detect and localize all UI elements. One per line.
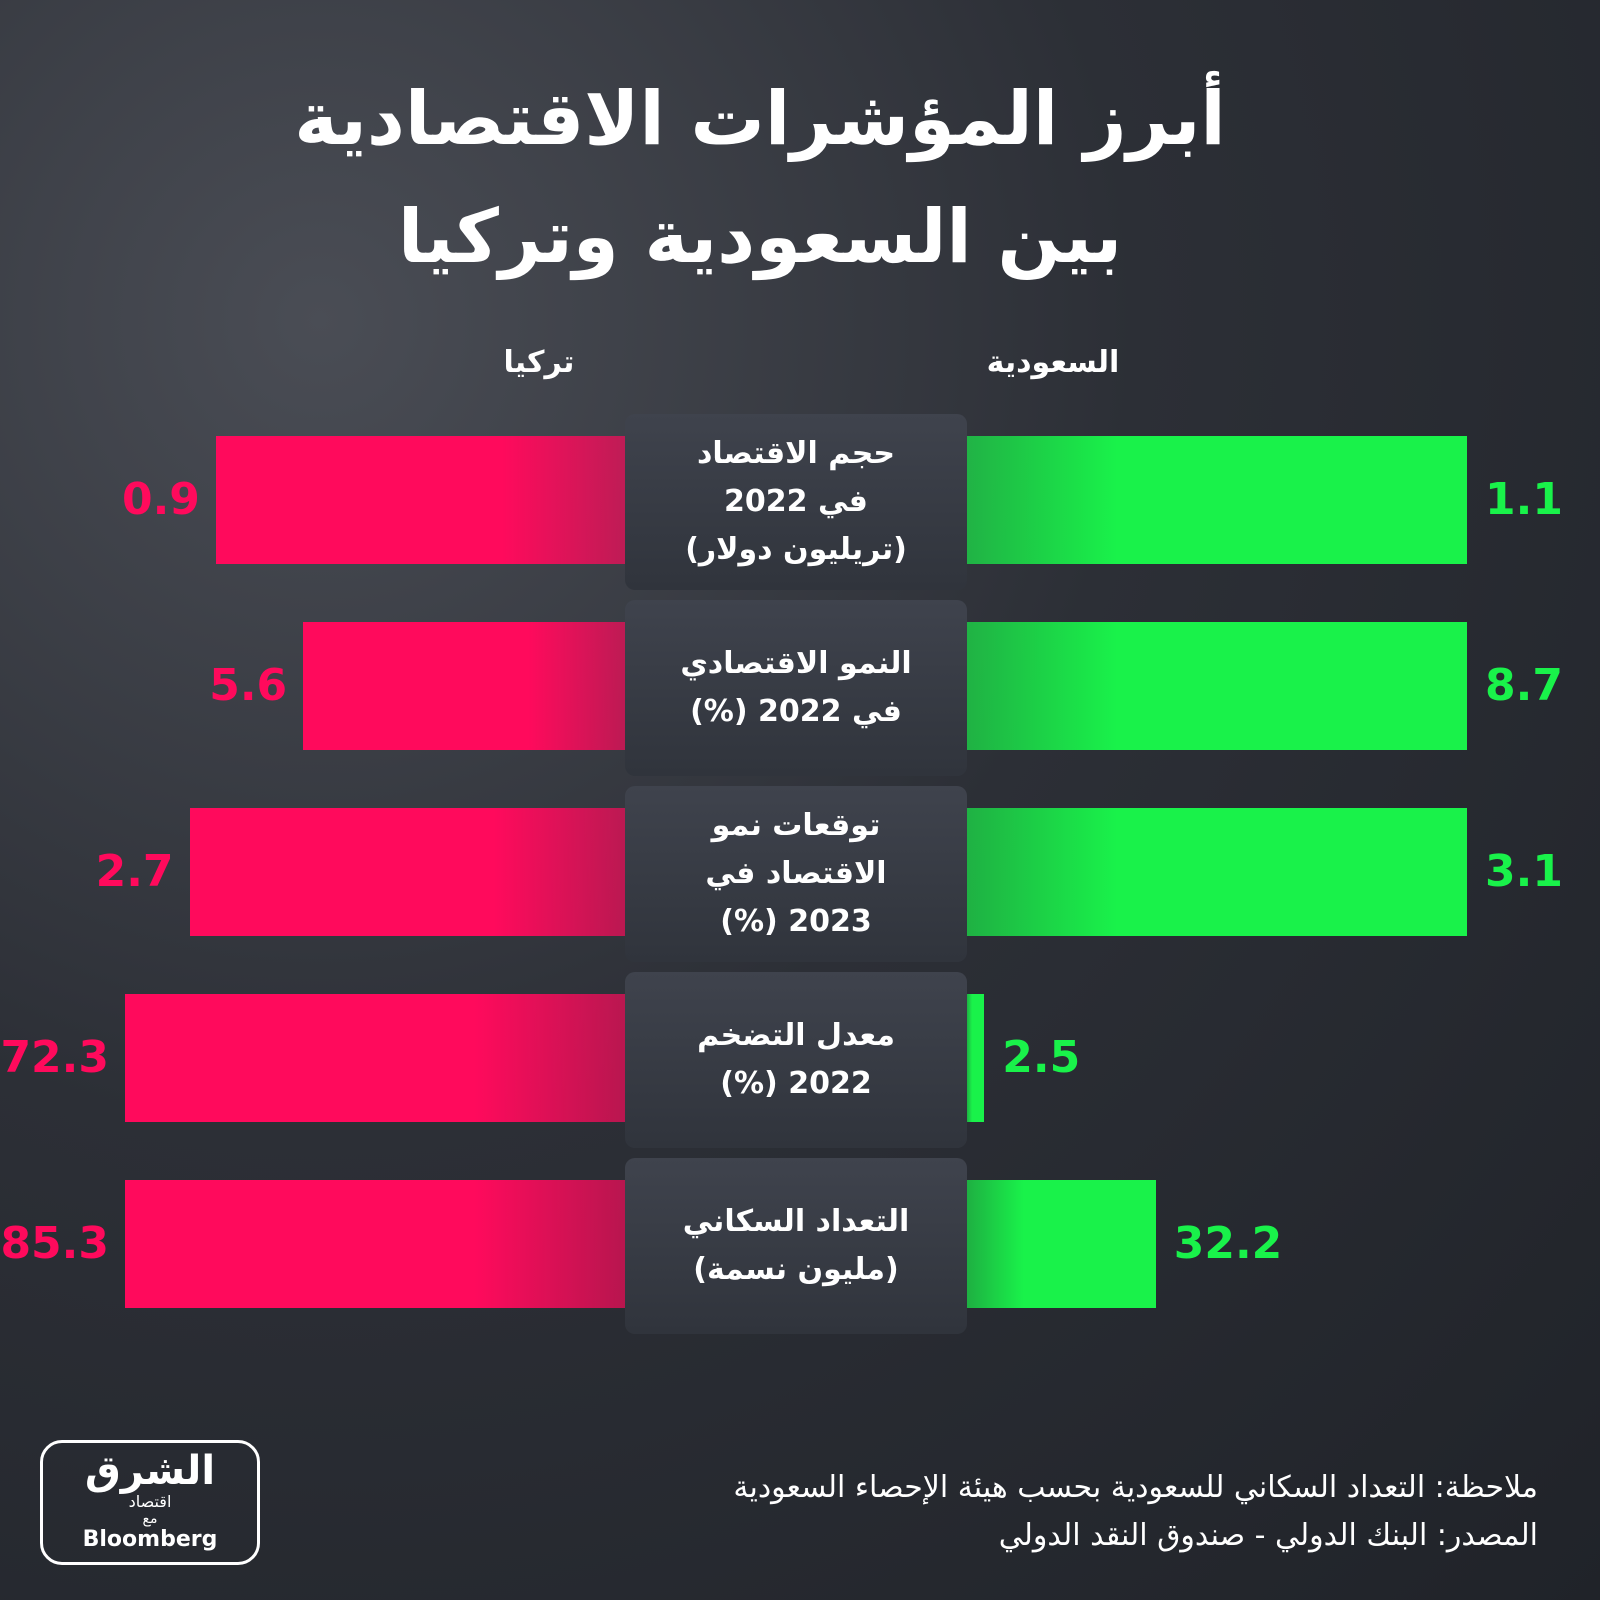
value-label: 3.1 (1485, 846, 1563, 897)
bar (125, 1180, 625, 1308)
category-label: النمو الاقتصادي في 2022 (%) (625, 600, 967, 776)
chart-title: أبرز المؤشرات الاقتصادية بين السعودية وت… (294, 76, 1226, 280)
category-label: حجم الاقتصاد في 2022 (تريليون دولار) (625, 414, 967, 590)
bar (967, 622, 1467, 750)
value-label: 0.9 (121, 474, 200, 525)
category-label: التعداد السكاني (مليون نسمة) (625, 1158, 967, 1334)
value-label: 85.3 (0, 1218, 109, 1269)
value-label: 1.1 (1485, 474, 1563, 525)
logo-with: مع (142, 1511, 158, 1527)
bar (303, 622, 625, 750)
value-label: 2.5 (1002, 1032, 1081, 1083)
bar (125, 994, 625, 1122)
value-label: 5.6 (209, 660, 288, 711)
category-label: توقعات نمو الاقتصاد في 2023 (%) (625, 786, 967, 962)
logo-name: الشرق (84, 1448, 216, 1494)
category-label: معدل التضخم 2022 (%) (625, 972, 967, 1148)
note: ملاحظة: التعداد السكاني للسعودية بحسب هي… (733, 1470, 1538, 1505)
value-label: 32.2 (1173, 1218, 1283, 1269)
logo-partner: Bloomberg (82, 1527, 218, 1552)
value-label: 8.7 (1485, 660, 1563, 711)
value-label: 72.3 (0, 1032, 109, 1083)
bar (967, 436, 1467, 564)
logo: الشرق اقتصاد مع Bloomberg (40, 1440, 260, 1565)
bar (967, 994, 985, 1122)
bar (967, 1180, 1156, 1308)
logo-sub: اقتصاد (128, 1492, 172, 1511)
bar (189, 808, 625, 936)
bar (215, 436, 625, 564)
legend-label: السعودية (986, 345, 1120, 380)
source: المصدر: البنك الدولي - صندوق النقد الدول… (998, 1518, 1538, 1553)
legend-label: تركيا (503, 345, 575, 380)
bar (967, 808, 1467, 936)
value-label: 2.7 (95, 846, 174, 897)
